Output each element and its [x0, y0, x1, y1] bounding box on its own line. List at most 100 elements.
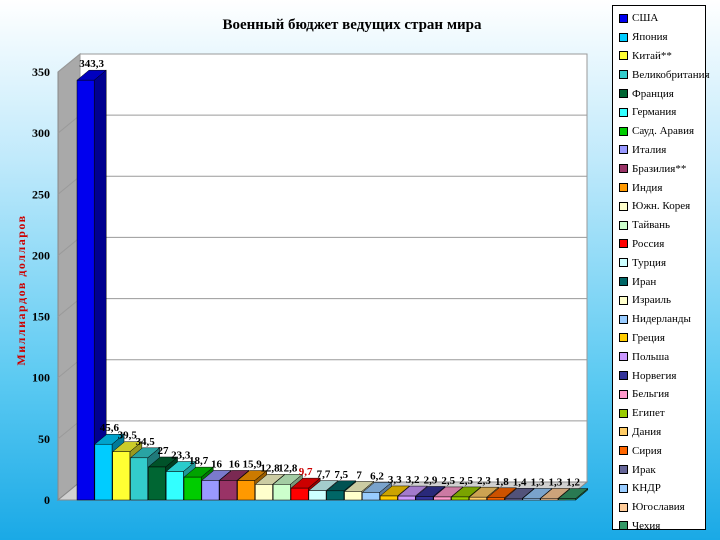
- legend-item: Китай**: [619, 47, 705, 66]
- legend-item: Сауд. Аравия: [619, 122, 705, 141]
- data-label: 1,3: [531, 476, 545, 488]
- legend-swatch: [619, 352, 628, 362]
- legend-swatch: [619, 502, 628, 512]
- data-label: 1,4: [513, 476, 527, 488]
- y-tick-label: 0: [44, 493, 50, 507]
- bar-front: [558, 498, 577, 501]
- data-label: 3,2: [406, 474, 420, 486]
- bar-front: [344, 491, 362, 501]
- data-label: 343,3: [79, 58, 104, 70]
- data-label: 39,5: [118, 430, 138, 442]
- legend-swatch: [619, 333, 628, 343]
- legend-label: Сауд. Аравия: [632, 125, 695, 138]
- legend-label: Бельгия: [632, 388, 670, 401]
- bar-front: [148, 466, 166, 501]
- legend-swatch: [619, 70, 628, 80]
- data-label: 23,3: [171, 450, 191, 462]
- legend-label: Дания: [632, 425, 662, 438]
- data-label: 12,8: [278, 462, 298, 474]
- bar-front: [326, 490, 345, 501]
- data-label: 6,2: [370, 470, 384, 482]
- side-wall: [57, 52, 81, 502]
- chart-title: Военный бюджет ведущих стран мира: [222, 17, 482, 33]
- data-label: 1,3: [548, 476, 562, 488]
- bar-front: [504, 498, 523, 501]
- back-wall: [79, 53, 588, 483]
- bar-front: [272, 484, 291, 501]
- legend-item: Израиль: [619, 291, 705, 310]
- data-label: 9,7: [299, 466, 313, 478]
- legend-swatch: [619, 145, 628, 155]
- legend-item: Италия: [619, 141, 705, 160]
- y-tick-label: 350: [32, 65, 50, 79]
- legend-item: КНДР: [619, 479, 705, 498]
- legend-item: Россия: [619, 235, 705, 254]
- data-label: 7,5: [334, 469, 348, 481]
- data-label: 45,6: [100, 422, 120, 434]
- legend-item: Египет: [619, 404, 705, 423]
- legend-swatch: [619, 239, 628, 249]
- legend-swatch: [619, 107, 628, 117]
- legend-label: Нидерланды: [632, 313, 691, 326]
- legend-label: Чехия: [632, 519, 661, 532]
- legend-item: Бельгия: [619, 385, 705, 404]
- legend-swatch: [619, 13, 628, 23]
- bar-front: [183, 476, 202, 501]
- y-tick-label: 100: [32, 371, 50, 385]
- legend-label: Польша: [632, 350, 670, 363]
- legend-item: Франция: [619, 84, 705, 103]
- legend-item: США: [619, 9, 705, 28]
- legend-label: Китай**: [632, 49, 672, 62]
- bar-front: [362, 492, 380, 501]
- bar-front: [76, 79, 95, 501]
- y-tick-label: 250: [32, 187, 50, 201]
- data-label: 34,5: [135, 436, 155, 448]
- legend-item: Норвегия: [619, 366, 705, 385]
- data-label: 16: [229, 458, 241, 470]
- bar-front: [540, 498, 559, 501]
- bar-front: [290, 487, 309, 501]
- legend-swatch: [619, 164, 628, 174]
- legend-label: Бразилия**: [632, 162, 687, 175]
- legend-label: Италия: [632, 143, 667, 156]
- legend-swatch: [619, 51, 628, 61]
- bar-front: [379, 495, 398, 501]
- legend-item: Чехия: [619, 517, 705, 536]
- bar-front: [94, 443, 113, 501]
- legend-item: Польша: [619, 347, 705, 366]
- legend-item: Турция: [619, 253, 705, 272]
- legend-item: Япония: [619, 28, 705, 47]
- legend-item: Южн. Корея: [619, 197, 705, 216]
- legend-swatch: [619, 427, 628, 437]
- legend-label: Израиль: [632, 294, 672, 307]
- legend-swatch: [619, 389, 628, 399]
- bar-front: [451, 496, 469, 501]
- legend-swatch: [619, 295, 628, 305]
- bar: [557, 487, 589, 501]
- legend-label: Германия: [632, 106, 677, 119]
- legend-item: Великобритания: [619, 65, 710, 84]
- y-tick-label: 150: [32, 310, 50, 324]
- legend-item: Югославия: [619, 498, 705, 517]
- legend-item: Нидерланды: [619, 310, 705, 329]
- legend-item: Германия: [619, 103, 705, 122]
- bar-front: [308, 490, 327, 501]
- legend-swatch: [619, 89, 628, 99]
- bar-front: [130, 457, 148, 501]
- legend-label: Египет: [632, 407, 665, 420]
- data-label: 15,9: [242, 459, 262, 471]
- legend-label: Турция: [632, 256, 667, 269]
- bar-front: [237, 480, 255, 501]
- bar-front: [112, 451, 131, 501]
- legend-swatch: [619, 483, 628, 493]
- data-label: 18,7: [189, 455, 209, 467]
- legend-swatch: [619, 446, 628, 456]
- legend-swatch: [619, 277, 628, 287]
- y-tick-label: 200: [32, 248, 50, 262]
- data-label: 7: [356, 469, 362, 481]
- bar-front: [397, 495, 416, 501]
- bar-front: [219, 480, 238, 501]
- legend-item: Ирак: [619, 460, 705, 479]
- bar-front: [433, 496, 452, 501]
- legend-label: Норвегия: [632, 369, 677, 382]
